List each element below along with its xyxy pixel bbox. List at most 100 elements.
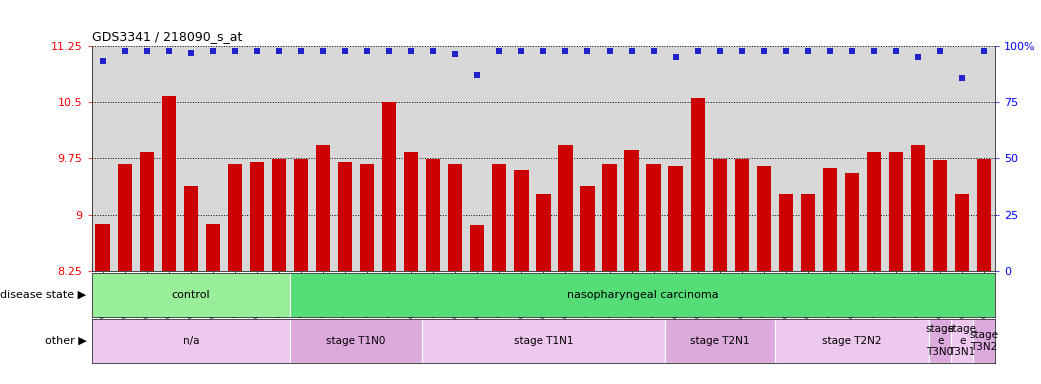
Bar <box>139 152 154 271</box>
Point <box>910 54 926 60</box>
Point <box>756 48 772 55</box>
Bar <box>92 319 290 363</box>
Point <box>293 48 309 55</box>
Bar <box>382 102 397 271</box>
Bar <box>929 319 951 363</box>
Point <box>381 48 398 55</box>
Text: GDS3341 / 218090_s_at: GDS3341 / 218090_s_at <box>92 30 242 43</box>
Text: other ▶: other ▶ <box>45 336 86 346</box>
Point <box>95 58 111 64</box>
Text: stage
e
T3N0: stage e T3N0 <box>925 324 955 358</box>
Bar <box>471 225 484 271</box>
Point <box>975 48 992 55</box>
Text: stage T1N0: stage T1N0 <box>327 336 386 346</box>
Bar <box>690 98 705 271</box>
Text: n/a: n/a <box>182 336 199 346</box>
Point <box>535 48 552 55</box>
Bar <box>290 319 423 363</box>
Point <box>204 48 221 55</box>
Bar <box>536 194 551 271</box>
Bar <box>977 159 991 271</box>
Bar <box>801 194 815 271</box>
Bar <box>161 96 176 271</box>
Bar <box>775 319 929 363</box>
Bar <box>118 164 132 271</box>
Bar <box>951 319 973 363</box>
Bar <box>558 145 573 271</box>
Bar <box>338 162 352 271</box>
Bar <box>712 159 727 271</box>
Bar <box>404 152 418 271</box>
Point <box>271 48 287 55</box>
Point <box>711 48 728 55</box>
Bar <box>228 164 242 271</box>
Point <box>579 48 595 55</box>
Point <box>821 48 838 55</box>
Point <box>359 48 376 55</box>
Bar <box>514 170 529 271</box>
Bar <box>845 174 859 271</box>
Point <box>557 48 574 55</box>
Point <box>778 48 794 55</box>
Bar <box>92 273 290 317</box>
Point <box>447 51 463 57</box>
Bar <box>933 160 947 271</box>
Point <box>888 48 905 55</box>
Point <box>468 71 485 78</box>
Bar <box>664 319 775 363</box>
Point <box>866 48 883 55</box>
Point <box>491 48 508 55</box>
Bar <box>603 164 616 271</box>
Point <box>734 48 751 55</box>
Bar <box>448 164 462 271</box>
Bar <box>290 273 995 317</box>
Bar <box>757 166 771 271</box>
Bar <box>955 194 969 271</box>
Point <box>954 75 970 81</box>
Point <box>799 48 816 55</box>
Bar <box>315 145 330 271</box>
Point <box>645 48 662 55</box>
Point <box>314 48 331 55</box>
Point <box>117 48 133 55</box>
Bar <box>183 186 198 271</box>
Bar <box>272 159 286 271</box>
Text: stage T2N2: stage T2N2 <box>822 336 882 346</box>
Bar <box>779 194 793 271</box>
Point <box>336 48 353 55</box>
Point <box>932 48 948 55</box>
Bar <box>646 164 661 271</box>
Point <box>667 54 684 60</box>
Text: nasopharyngeal carcinoma: nasopharyngeal carcinoma <box>566 290 718 300</box>
Point <box>843 48 860 55</box>
Bar <box>822 168 837 271</box>
Bar <box>426 159 440 271</box>
Text: stage T2N1: stage T2N1 <box>690 336 750 346</box>
Point <box>602 48 618 55</box>
Point <box>249 48 265 55</box>
Bar <box>735 159 748 271</box>
Point <box>403 48 420 55</box>
Point <box>425 48 441 55</box>
Text: stage
T3N2: stage T3N2 <box>969 330 998 352</box>
Point <box>227 48 244 55</box>
Point <box>138 48 155 55</box>
Text: stage T1N1: stage T1N1 <box>513 336 574 346</box>
Point <box>624 48 640 55</box>
Point <box>513 48 530 55</box>
Bar <box>889 152 904 271</box>
Bar <box>867 152 881 271</box>
Point <box>689 48 706 55</box>
Bar <box>625 150 639 271</box>
Bar <box>911 145 925 271</box>
Bar <box>206 224 220 271</box>
Bar <box>96 224 109 271</box>
Bar <box>360 164 375 271</box>
Point <box>160 48 177 55</box>
Point <box>182 50 199 56</box>
Bar <box>423 319 664 363</box>
Bar <box>580 186 594 271</box>
Bar <box>668 166 683 271</box>
Bar <box>973 319 995 363</box>
Text: control: control <box>172 290 210 300</box>
